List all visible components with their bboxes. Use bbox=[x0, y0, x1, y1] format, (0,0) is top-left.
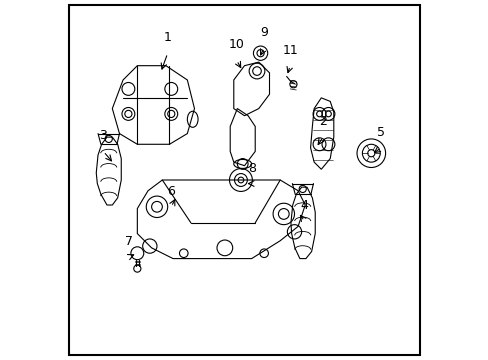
Text: 6: 6 bbox=[167, 185, 175, 198]
Text: 9: 9 bbox=[260, 26, 267, 39]
Text: 4: 4 bbox=[300, 199, 308, 212]
Text: 5: 5 bbox=[376, 126, 384, 139]
Text: 2: 2 bbox=[319, 115, 326, 128]
Text: 11: 11 bbox=[282, 44, 298, 57]
Text: 1: 1 bbox=[163, 31, 171, 44]
Text: 3: 3 bbox=[99, 130, 107, 143]
Text: 7: 7 bbox=[125, 235, 133, 248]
Text: 8: 8 bbox=[248, 162, 256, 175]
Text: 10: 10 bbox=[228, 39, 244, 51]
